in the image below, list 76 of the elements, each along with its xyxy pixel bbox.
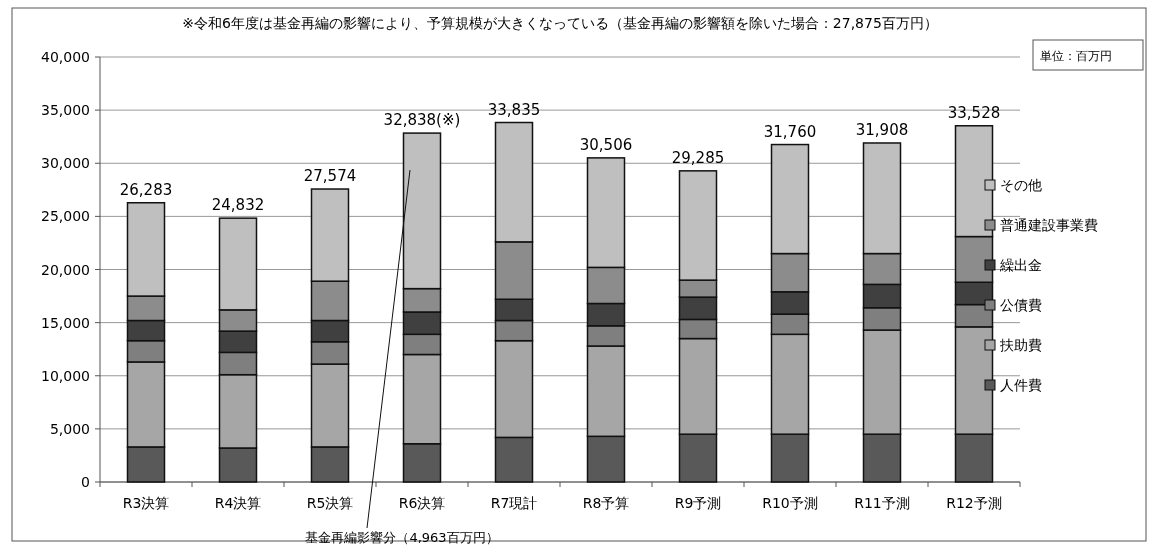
bar [310,363,350,448]
x-tick-label: R5決算 [306,495,354,511]
x-tick-label: R4決算 [214,495,262,511]
total-label: 33,528 [947,103,1001,122]
total-label: 30,506 [579,135,633,154]
y-tick-label: 35,000 [41,102,90,119]
bar [586,302,626,327]
y-tick-label: 0 [81,474,90,490]
total-label: 32,838(※) [383,111,461,130]
x-tick-label: R8予算 [582,495,630,511]
bar [862,329,902,435]
bar [770,143,810,255]
legend-label: その他 [1000,177,1042,193]
bar [586,325,626,347]
y-tick-label: 10,000 [41,367,90,384]
y-tick-label: 25,000 [41,208,90,225]
bar [770,291,810,315]
bar [770,333,810,435]
bar [678,296,718,321]
total-label: 26,283 [119,180,173,199]
x-tick-label: R7現計 [490,495,538,511]
x-tick-label: R6決算 [398,495,446,511]
bar [862,307,902,331]
bar [678,337,718,435]
total-label: 31,760 [763,122,817,141]
y-tick-label: 20,000 [41,261,90,278]
bar [218,373,258,449]
bar [402,333,442,356]
total-label: 24,832 [211,196,265,215]
y-tick-label: 15,000 [41,314,90,331]
x-tick-label: R10予測 [762,495,818,511]
bar [218,351,258,376]
y-tick-label: 30,000 [41,155,90,172]
bar [494,339,534,439]
x-tick-label: R12予測 [946,495,1002,511]
legend-label: 人件費 [1000,377,1042,393]
bar [218,330,258,354]
legend-label: 公債費 [1000,297,1042,313]
bar [678,318,718,340]
bar [494,121,534,243]
bar [126,319,166,342]
y-tick-label: 40,000 [41,49,90,65]
bar [310,341,350,365]
text: 基金再編影響分（4,963百万円） [305,530,499,545]
bar [494,298,534,322]
total-label: 29,285 [671,148,725,167]
legend-label: 扶助費 [999,337,1042,353]
legend-label: 普通建設事業費 [1000,217,1098,233]
bar [402,132,442,290]
total-label: 31,908 [855,120,909,139]
text: 単位：百万円 [1040,49,1112,63]
x-tick-label: R9予測 [674,495,722,511]
bar [310,188,350,282]
bar [126,339,166,363]
bar [126,361,166,448]
bar [494,319,534,342]
bar [586,157,626,269]
x-tick-label: R11予測 [854,495,910,511]
bar [402,311,442,336]
bar [954,125,994,238]
bar [310,319,350,343]
bar [954,326,994,435]
bar [770,313,810,336]
bar [586,345,626,438]
bar [402,353,442,445]
bar [678,170,718,281]
chart-title: ※令和6年度は基金再編の影響により、予算規模が大きくなっている（基金再編の影響額を除いた場合：27,875百万円） [182,15,938,31]
x-tick-label: R3決算 [122,495,170,511]
legend-label: 繰出金 [999,257,1042,273]
bar [218,217,258,311]
bar [862,142,902,255]
bar [862,283,902,309]
y-tick-label: 5,000 [49,420,90,437]
total-label: 33,835 [487,100,541,119]
bar [126,201,166,297]
total-label: 27,574 [303,167,357,186]
